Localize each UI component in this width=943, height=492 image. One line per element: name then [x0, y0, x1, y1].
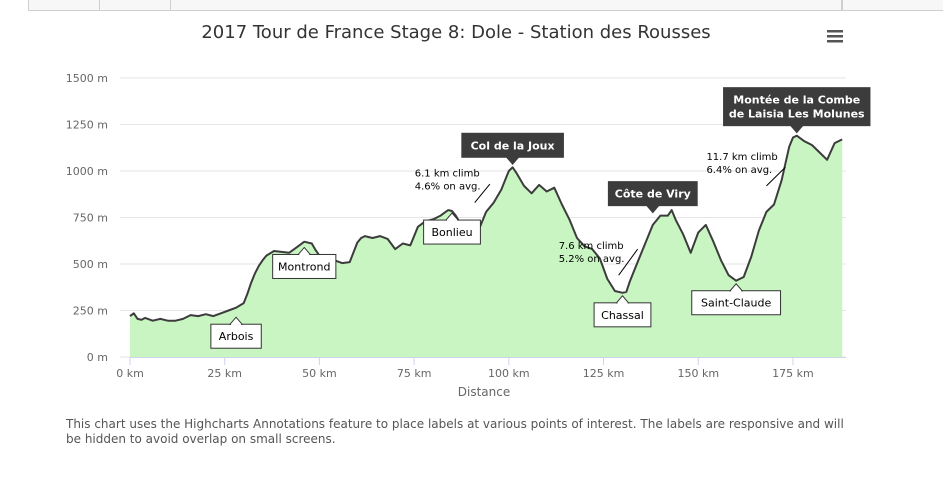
climb-note-pointer	[766, 166, 786, 187]
annotation-label: Col de la Joux	[471, 139, 555, 152]
climb-note-line: 7.6 km climb	[559, 241, 624, 252]
annotation-label: Montrond	[278, 260, 330, 273]
climb-note-climb-joux: 6.1 km climb 4.6% on avg.	[415, 169, 491, 203]
chart-container: 2017 Tour de France Stage 8: Dole - Stat…	[66, 22, 871, 399]
climb-note-line: 5.2% on avg.	[559, 254, 625, 265]
annotation-pointer	[789, 125, 804, 134]
x-tick-label: 0 km	[116, 367, 144, 380]
annotation-col-de-la-joux: Col de la Joux	[461, 132, 564, 166]
tab-stub[interactable]	[842, 0, 943, 11]
annotations: Arbois Montrond Bonlieu Col de la Joux Chass…	[210, 87, 871, 349]
annotation-box	[723, 87, 871, 127]
annotation-chassal: Chassal	[593, 295, 652, 328]
annotation-pointer	[645, 205, 660, 214]
y-tick-label: 750 m	[73, 212, 108, 225]
x-tick-label: 75 km	[397, 367, 432, 380]
climb-note-pointer	[474, 183, 491, 203]
x-axis: 0 km 25 km 50 km 75 km 100 km 125 km 150 km 175…	[116, 357, 846, 380]
annotation-cote-de-viry: Côte de Viry	[607, 181, 698, 214]
climb-note-line: 6.4% on avg.	[706, 165, 772, 176]
browser-tab-strip	[0, 0, 943, 12]
hamburger-menu-icon	[827, 30, 843, 43]
annotation-montrond: Montrond	[272, 246, 337, 279]
y-tick-label: 250 m	[73, 305, 108, 318]
annotation-saint-claude: Saint-Claude	[691, 282, 782, 316]
climb-note-line: 6.1 km climb	[415, 169, 480, 180]
chart-caption: This chart uses the Highcharts Annotatio…	[66, 417, 844, 446]
climb-note-climb-combe: 11.7 km climb 6.4% on avg.	[706, 152, 786, 187]
annotation-box	[607, 181, 698, 207]
annotation-label: Côte de Viry	[615, 188, 691, 201]
x-tick-label: 25 km	[207, 367, 242, 380]
y-tick-label: 1500 m	[66, 72, 108, 85]
annotation-label: Bonlieu	[431, 226, 472, 239]
x-tick-label: 125 km	[583, 367, 625, 380]
annotation-box	[423, 219, 481, 245]
x-tick-label: 175 km	[772, 367, 814, 380]
annotation-label: de Laisia Les Molunes	[729, 108, 865, 121]
y-tick-label: 1000 m	[66, 165, 108, 178]
x-axis-title: Distance	[458, 385, 510, 399]
y-tick-label: 500 m	[73, 258, 108, 271]
annotation-arbois: Arbois	[210, 316, 262, 349]
annotation-label: Arbois	[219, 330, 254, 343]
annotation-label: Montée de la Combe	[733, 94, 860, 107]
elevation-area	[130, 135, 843, 357]
annotation-pointer	[505, 156, 520, 166]
y-axis: 0 m 250 m 500 m 750 m 1000 m 1250 m 1500 m	[66, 72, 108, 364]
annotation-label: Chassal	[601, 309, 644, 322]
elevation-chart: 2017 Tour de France Stage 8: Dole - Stat…	[66, 22, 871, 399]
climb-note-climb-viry: 7.6 km climb 5.2% on avg.	[559, 241, 639, 276]
y-tick-label: 0 m	[87, 351, 108, 364]
y-tick-label: 1250 m	[66, 119, 108, 132]
x-tick-label: 150 km	[677, 367, 719, 380]
annotation-box	[691, 290, 782, 316]
chart-menu-button[interactable]	[821, 24, 849, 48]
climb-note-line: 11.7 km climb	[706, 152, 777, 163]
chart-title: 2017 Tour de France Stage 8: Dole - Stat…	[201, 22, 710, 43]
annotation-bonlieu: Bonlieu	[423, 212, 481, 245]
annotation-box	[461, 132, 564, 158]
annotation-box	[210, 323, 262, 349]
x-tick-label: 100 km	[488, 367, 530, 380]
climb-note-line: 4.6% on avg.	[415, 182, 481, 193]
tab-stub[interactable]	[170, 0, 842, 11]
climb-note-pointer	[618, 248, 639, 276]
x-tick-label: 50 km	[302, 367, 337, 380]
annotation-label: Saint-Claude	[701, 297, 771, 310]
